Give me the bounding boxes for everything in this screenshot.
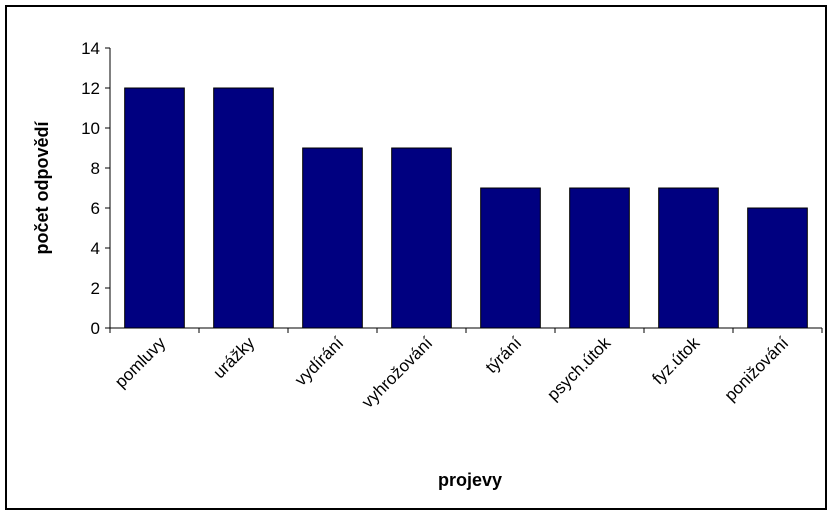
y-tick-label-10: 10 [81, 119, 100, 138]
x-tick-label-1: pomluvy [111, 333, 170, 392]
x-tick-label-8: ponižování [721, 333, 793, 405]
y-tick-label-2: 2 [91, 279, 100, 298]
bar-2 [213, 87, 274, 329]
x-tick-label-2: urážky [209, 333, 258, 382]
x-tick-labels: pomluvy urážky vydírání vyhrožování týrání ps… [111, 333, 792, 412]
y-tick-labels: 0 2 4 6 8 10 12 14 [81, 39, 100, 338]
x-tick-label-3: vydírání [291, 333, 347, 389]
axes-group [105, 47, 823, 333]
x-tick-label-5: týrání [482, 333, 526, 377]
y-tick-label-12: 12 [81, 79, 100, 98]
x-axis-title: projevy [438, 470, 502, 490]
bar-5 [480, 187, 541, 329]
bars-group [124, 87, 808, 329]
y-axis-title: počet odpovědí [32, 121, 52, 255]
bar-1 [124, 87, 185, 329]
y-tick-label-6: 6 [91, 199, 100, 218]
y-tick-label-4: 4 [91, 239, 100, 258]
bar-7 [658, 187, 719, 329]
bar-8 [747, 207, 808, 329]
bar-4 [391, 147, 452, 329]
x-tick-label-4: vyhrožování [358, 333, 436, 411]
x-tick-label-7: fyz.útok [648, 333, 703, 388]
y-tick-label-0: 0 [91, 319, 100, 338]
y-tick-label-8: 8 [91, 159, 100, 178]
bar-6 [569, 187, 630, 329]
bar-3 [302, 147, 363, 329]
x-tick-label-6: psych.útok [543, 333, 614, 404]
y-tick-label-14: 14 [81, 39, 100, 58]
